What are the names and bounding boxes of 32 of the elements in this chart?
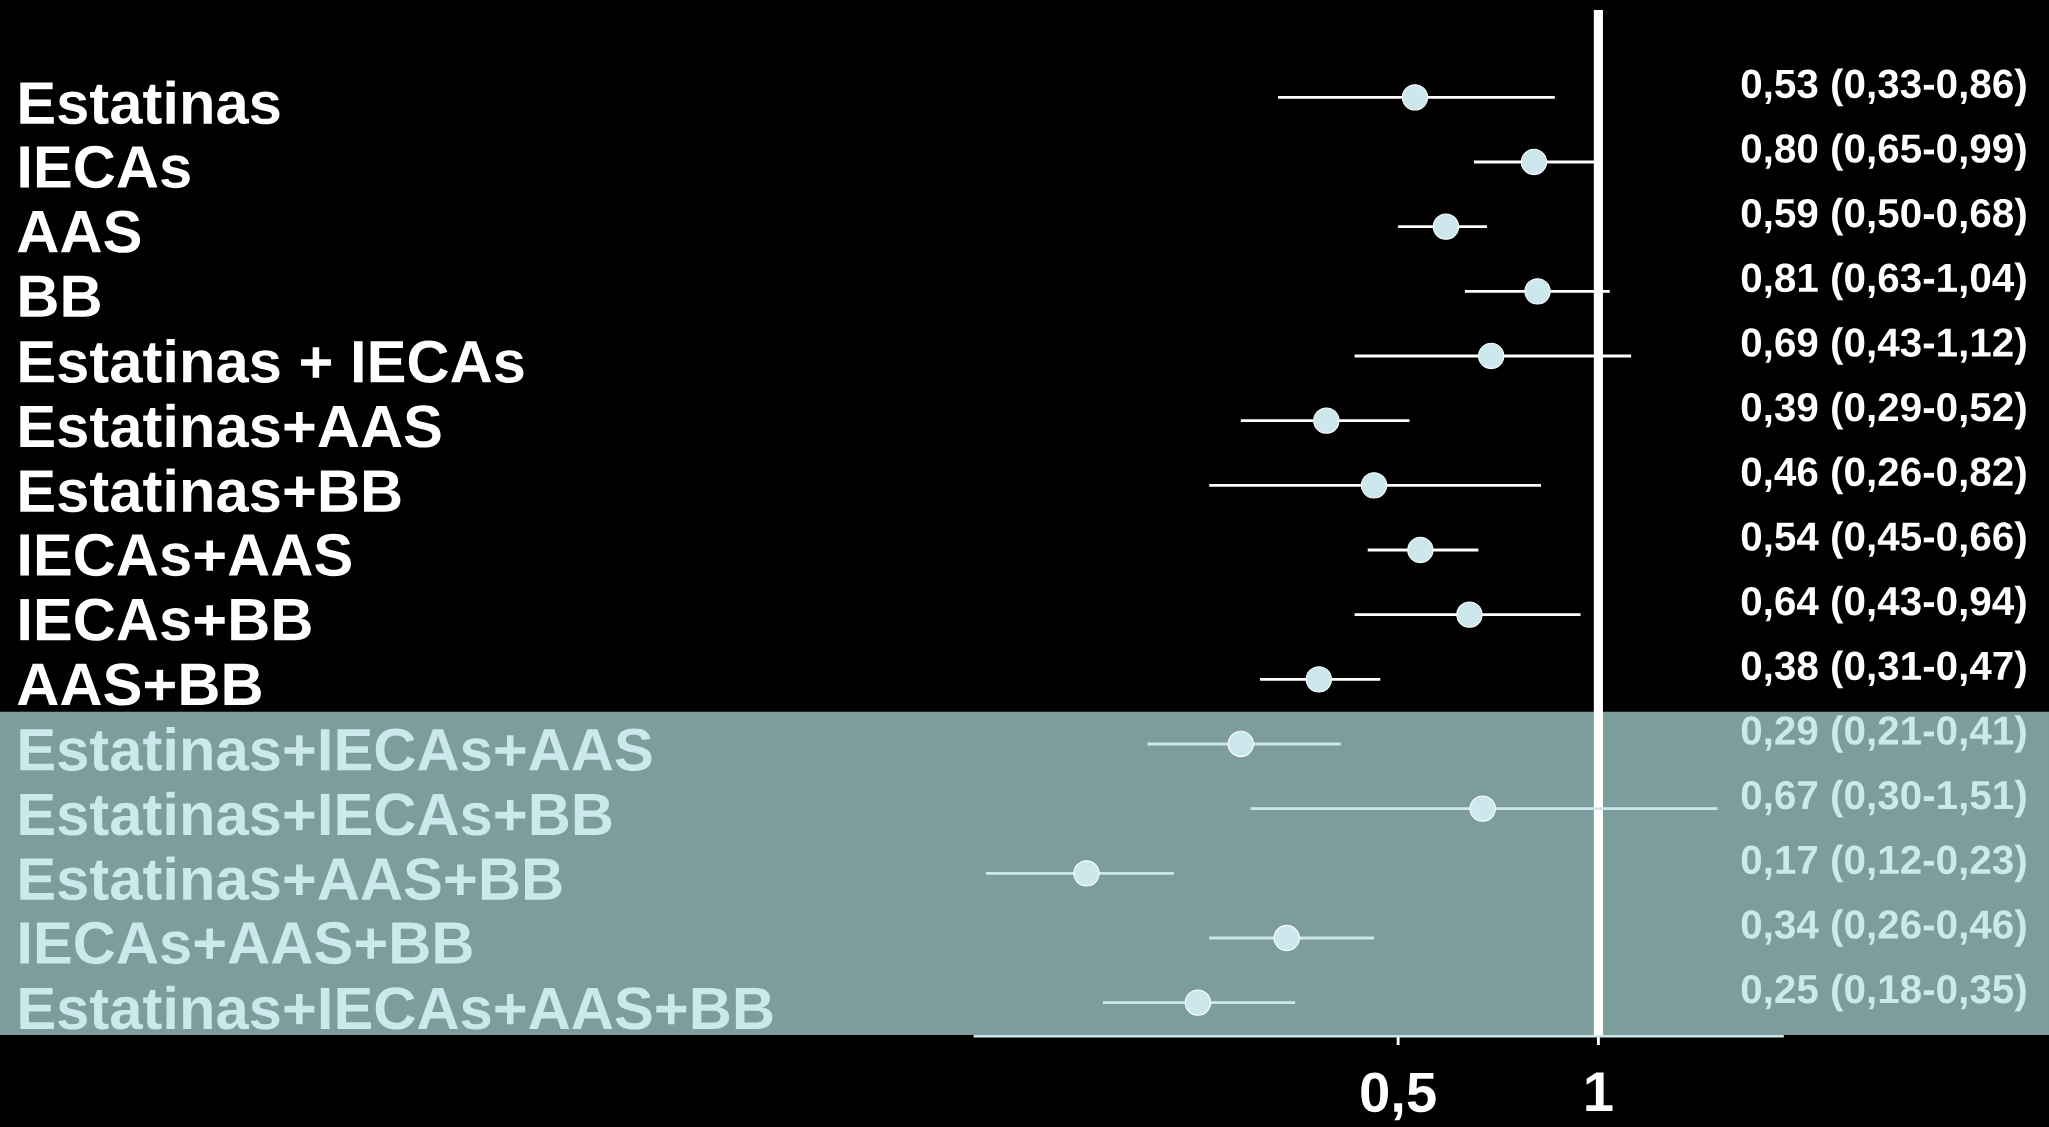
data-label: 0,25 (0,18-0,35): [1741, 973, 2026, 1012]
x-tick-label: 1: [1586, 1072, 1613, 1112]
y-tick-label: AAS+BB: [17, 663, 261, 706]
data-label: 0,17 (0,12-0,23): [1741, 844, 2026, 883]
y-tick-label: IECAs+AAS: [20, 533, 351, 577]
data-label: 0,54 (0,45-0,66): [1741, 521, 2026, 559]
data-label: 0,69 (0,43-1,12): [1741, 327, 2026, 365]
data-label: 0,80 (0,65-0,99): [1741, 133, 2026, 171]
y-tick-label: AAS: [17, 210, 141, 253]
y-tick-label: Estatinas+AAS+BB: [20, 856, 562, 901]
data-label: 0,38 (0,31-0,47): [1741, 650, 2026, 689]
y-tick-label: Estatinas+AAS: [20, 403, 441, 448]
y-tick-label: IECAs+BB: [20, 598, 311, 641]
data-label: 0,46 (0,26-0,82): [1741, 456, 2026, 495]
y-tick-label: Estatinas+BB: [20, 468, 401, 513]
y-tick-label: Estatinas+IECAs+AAS+BB: [20, 985, 773, 1030]
y-tick-label: Estatinas + IECAs: [20, 339, 524, 383]
data-label: 0,64 (0,43-0,94): [1741, 585, 2026, 624]
y-tick-label: IECAs+AAS+BB: [20, 921, 472, 965]
x-tick-label: 0,5: [1361, 1072, 1436, 1121]
data-label: 0,34 (0,26-0,46): [1741, 909, 2026, 947]
data-label: 0,81 (0,63-1,04): [1741, 262, 2026, 301]
data-label: 0,29 (0,21-0,41): [1741, 715, 2026, 753]
data-label: 0,53 (0,33-0,86): [1741, 68, 2026, 107]
data-label: 0,39 (0,29-0,52): [1741, 391, 2026, 430]
y-tick-label: Estatinas+IECAs+AAS: [20, 727, 652, 771]
y-tick-label: Estatinas+IECAs+BB: [20, 791, 612, 836]
y-tick-label: Estatinas: [20, 80, 280, 125]
data-label: 0,67 (0,30-1,51): [1741, 779, 2026, 818]
data-label: 0,59 (0,50-0,68): [1741, 197, 2026, 236]
y-tick-label: BB: [20, 275, 100, 317]
y-tick-label: IECAs: [20, 145, 190, 189]
